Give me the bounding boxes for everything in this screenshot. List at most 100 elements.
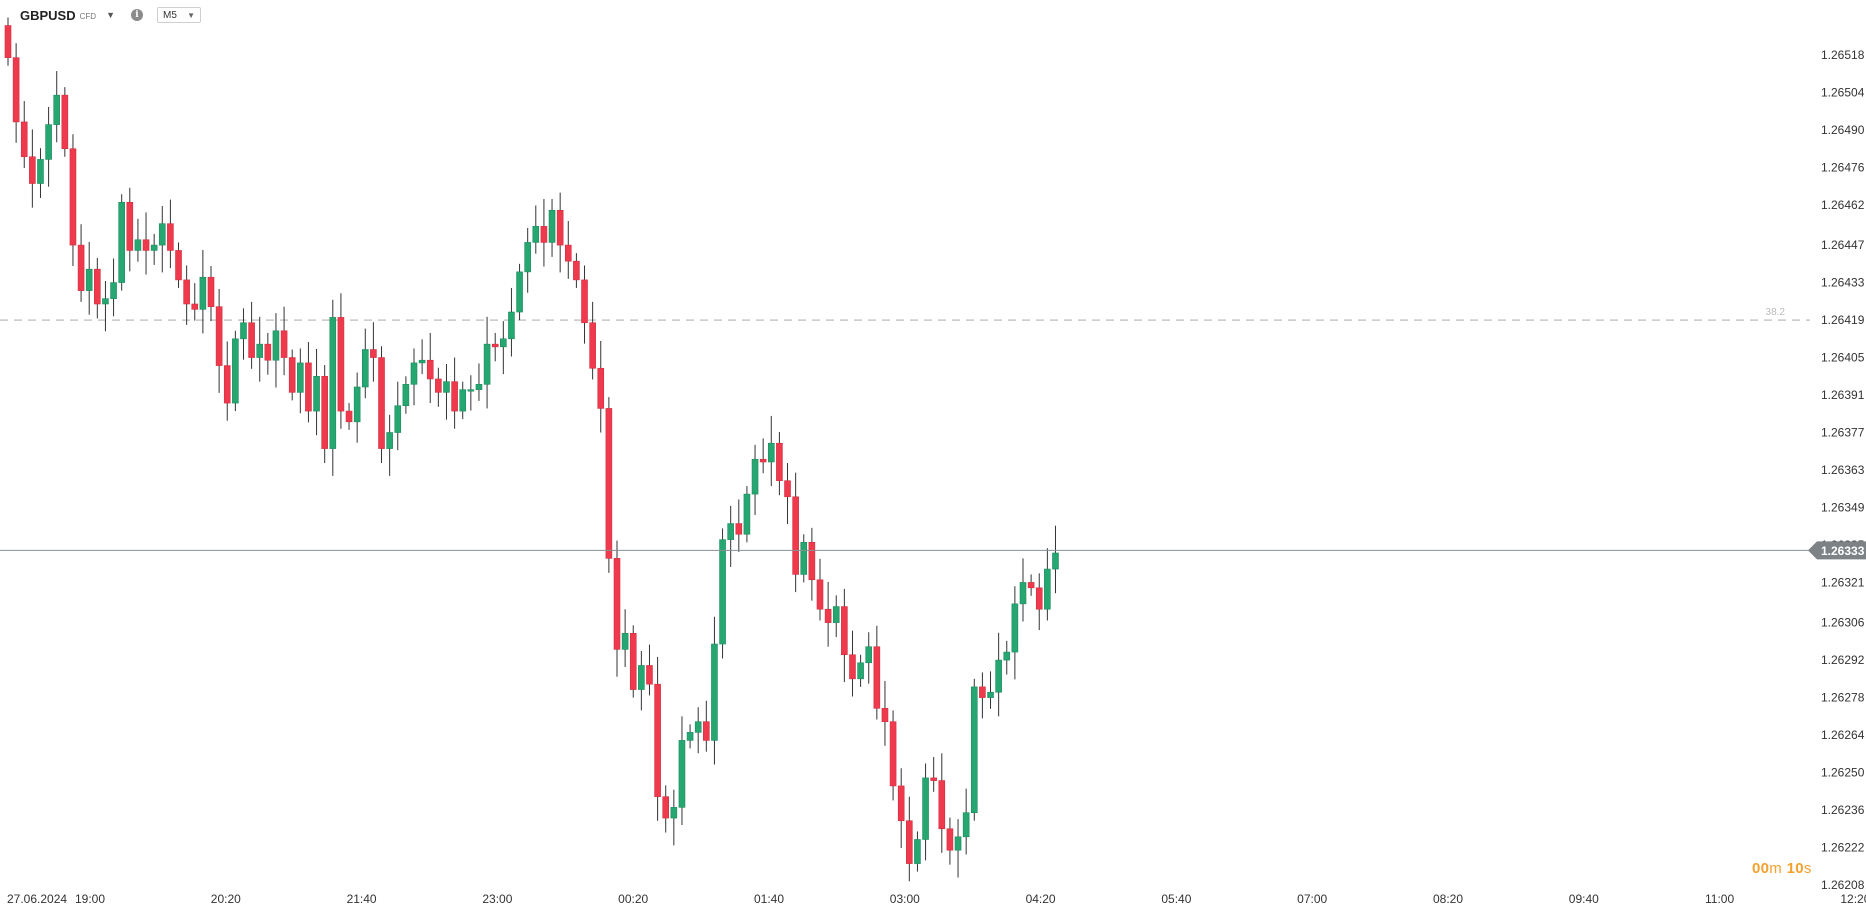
- candle[interactable]: [792, 472, 799, 593]
- candle[interactable]: [678, 716, 686, 826]
- candle[interactable]: [223, 341, 231, 421]
- candle[interactable]: [85, 241, 93, 315]
- candle[interactable]: [443, 363, 450, 420]
- candle[interactable]: [150, 233, 158, 265]
- candle[interactable]: [962, 788, 970, 855]
- candle[interactable]: [832, 595, 840, 638]
- candle[interactable]: [53, 71, 61, 143]
- candle[interactable]: [646, 644, 653, 696]
- candle[interactable]: [435, 367, 442, 407]
- candle[interactable]: [29, 129, 36, 208]
- candle[interactable]: [345, 403, 353, 430]
- candle[interactable]: [808, 527, 816, 601]
- candle[interactable]: [841, 588, 848, 683]
- candle[interactable]: [613, 540, 621, 677]
- candle[interactable]: [759, 438, 767, 474]
- candle[interactable]: [280, 306, 288, 376]
- candle[interactable]: [1027, 574, 1035, 596]
- candle[interactable]: [621, 609, 629, 668]
- candle[interactable]: [183, 265, 190, 325]
- candle[interactable]: [1003, 640, 1011, 675]
- candle[interactable]: [20, 101, 28, 168]
- candle[interactable]: [906, 796, 913, 882]
- candle[interactable]: [1052, 525, 1059, 594]
- candle[interactable]: [321, 365, 328, 464]
- candle[interactable]: [995, 632, 1002, 717]
- candle[interactable]: [735, 499, 743, 552]
- candle[interactable]: [264, 332, 272, 375]
- candle[interactable]: [629, 625, 637, 698]
- candle[interactable]: [881, 680, 889, 746]
- candle[interactable]: [564, 221, 572, 279]
- candle[interactable]: [451, 357, 458, 429]
- candle[interactable]: [930, 757, 937, 792]
- candle[interactable]: [597, 340, 605, 433]
- candle[interactable]: [914, 831, 921, 872]
- info-icon[interactable]: i: [131, 9, 143, 21]
- candle[interactable]: [686, 724, 694, 749]
- candle[interactable]: [191, 283, 199, 321]
- candle[interactable]: [410, 348, 418, 406]
- candle[interactable]: [12, 43, 20, 143]
- candle[interactable]: [288, 349, 296, 401]
- candle[interactable]: [800, 534, 808, 583]
- candle[interactable]: [45, 106, 52, 187]
- candle[interactable]: [475, 363, 483, 401]
- candle[interactable]: [297, 348, 304, 414]
- timeframe-select[interactable]: M5 ▼: [157, 7, 201, 23]
- candle[interactable]: [418, 339, 426, 375]
- candle[interactable]: [110, 258, 117, 317]
- candle[interactable]: [516, 263, 523, 321]
- candle[interactable]: [142, 212, 150, 275]
- candle[interactable]: [776, 431, 783, 496]
- candle[interactable]: [670, 789, 678, 846]
- candle[interactable]: [1035, 573, 1043, 631]
- candle[interactable]: [370, 322, 377, 382]
- candle[interactable]: [662, 785, 670, 833]
- candle[interactable]: [938, 753, 946, 853]
- candle[interactable]: [69, 134, 77, 266]
- candle[interactable]: [654, 656, 661, 821]
- candle[interactable]: [134, 218, 142, 262]
- candle[interactable]: [946, 817, 954, 865]
- candle[interactable]: [703, 700, 710, 752]
- candle[interactable]: [378, 346, 385, 464]
- candle[interactable]: [402, 376, 410, 414]
- candles[interactable]: [4, 17, 1059, 882]
- candle[interactable]: [329, 299, 337, 476]
- symbol-name[interactable]: GBPUSD: [20, 7, 76, 23]
- candle[interactable]: [824, 581, 832, 647]
- candle[interactable]: [37, 148, 44, 198]
- candle[interactable]: [751, 444, 759, 515]
- candle[interactable]: [548, 199, 556, 257]
- candle[interactable]: [767, 415, 775, 487]
- candle[interactable]: [508, 287, 515, 357]
- candle[interactable]: [954, 819, 962, 878]
- candle[interactable]: [865, 632, 873, 684]
- candle[interactable]: [889, 710, 897, 801]
- candle[interactable]: [524, 227, 531, 293]
- candle[interactable]: [256, 316, 264, 382]
- candle[interactable]: [922, 763, 929, 861]
- candle[interactable]: [897, 768, 905, 849]
- candle[interactable]: [61, 87, 69, 157]
- candle[interactable]: [353, 372, 361, 443]
- candle[interactable]: [232, 330, 239, 412]
- candle[interactable]: [816, 558, 824, 621]
- candle[interactable]: [573, 253, 580, 288]
- candle[interactable]: [556, 192, 564, 273]
- candle[interactable]: [175, 242, 182, 288]
- candle[interactable]: [240, 308, 247, 360]
- candle[interactable]: [540, 199, 548, 267]
- candle[interactable]: [207, 265, 215, 322]
- candle[interactable]: [719, 528, 726, 659]
- candle[interactable]: [987, 671, 994, 709]
- candle[interactable]: [743, 486, 751, 543]
- candle[interactable]: [711, 616, 718, 765]
- candle[interactable]: [313, 348, 320, 436]
- candle[interactable]: [605, 397, 613, 573]
- candle[interactable]: [94, 257, 101, 319]
- candle[interactable]: [4, 17, 12, 66]
- candle[interactable]: [305, 342, 312, 423]
